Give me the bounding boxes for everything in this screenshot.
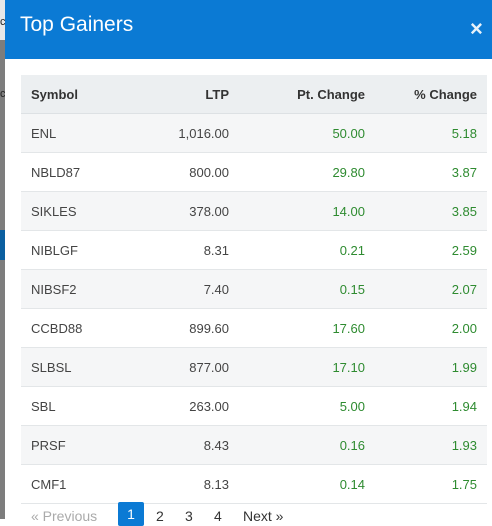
cell-pt-change: 0.15 <box>229 269 365 309</box>
cell-symbol: NIBLGF <box>21 230 135 270</box>
cell-pt-change: 29.80 <box>229 152 365 192</box>
cell-symbol: SLBSL <box>21 347 135 387</box>
table-row[interactable]: CMF1 8.13 0.14 1.75 <box>21 464 487 504</box>
background-text-fragment: c <box>0 88 5 100</box>
cell-pt-change: 17.60 <box>229 308 365 348</box>
background-text-fragment: c <box>0 16 5 28</box>
pagination-page-3[interactable]: 3 <box>185 508 193 524</box>
background-page-edge: c c <box>0 0 5 519</box>
background-panel-mid <box>0 40 5 230</box>
cell-pt-change: 50.00 <box>229 113 365 153</box>
table-row[interactable]: SBL 263.00 5.00 1.94 <box>21 386 487 426</box>
cell-symbol: SIKLES <box>21 191 135 231</box>
cell-ltp: 877.00 <box>135 347 229 387</box>
table-row[interactable]: CCBD88 899.60 17.60 2.00 <box>21 308 487 348</box>
pagination: « Previous 1 2 3 4 Next » <box>21 502 487 526</box>
table-row[interactable]: SLBSL 877.00 17.10 1.99 <box>21 347 487 387</box>
table-row[interactable]: NIBLGF 8.31 0.21 2.59 <box>21 230 487 270</box>
background-panel-top <box>0 0 5 40</box>
cell-pct-change: 2.07 <box>365 269 487 309</box>
pagination-page-2[interactable]: 2 <box>156 508 164 524</box>
close-icon[interactable]: × <box>470 16 483 41</box>
background-panel-low <box>0 260 5 519</box>
cell-ltp: 800.00 <box>135 152 229 192</box>
table-row[interactable]: ENL 1,016.00 50.00 5.18 <box>21 113 487 153</box>
cell-pct-change: 3.87 <box>365 152 487 192</box>
cell-pct-change: 1.94 <box>365 386 487 426</box>
cell-ltp: 8.31 <box>135 230 229 270</box>
cell-pct-change: 1.93 <box>365 425 487 465</box>
column-header-ltp[interactable]: LTP <box>135 75 229 114</box>
cell-symbol: CCBD88 <box>21 308 135 348</box>
top-gainers-modal: Top Gainers × Symbol LTP Pt. Change % Ch… <box>5 0 492 526</box>
cell-ltp: 8.43 <box>135 425 229 465</box>
cell-pct-change: 2.59 <box>365 230 487 270</box>
cell-symbol: NIBSF2 <box>21 269 135 309</box>
column-header-pct-change[interactable]: % Change <box>365 75 487 114</box>
table-row[interactable]: NBLD87 800.00 29.80 3.87 <box>21 152 487 192</box>
cell-pt-change: 0.14 <box>229 464 365 504</box>
gainers-table: Symbol LTP Pt. Change % Change ENL 1,016.… <box>21 75 487 504</box>
pagination-previous[interactable]: « Previous <box>31 508 98 524</box>
table-row[interactable]: SIKLES 378.00 14.00 3.85 <box>21 191 487 231</box>
modal-header: Top Gainers × <box>5 0 492 59</box>
cell-pt-change: 14.00 <box>229 191 365 231</box>
cell-pt-change: 5.00 <box>229 386 365 426</box>
cell-pct-change: 1.99 <box>365 347 487 387</box>
cell-pct-change: 5.18 <box>365 113 487 153</box>
cell-ltp: 263.00 <box>135 386 229 426</box>
column-header-symbol[interactable]: Symbol <box>21 75 135 114</box>
pagination-next[interactable]: Next » <box>243 508 284 524</box>
table-header-row: Symbol LTP Pt. Change % Change <box>21 75 487 114</box>
pagination-page-1[interactable]: 1 <box>118 502 144 526</box>
table-row[interactable]: PRSF 8.43 0.16 1.93 <box>21 425 487 465</box>
modal-title: Top Gainers <box>20 13 134 36</box>
cell-pct-change: 2.00 <box>365 308 487 348</box>
cell-ltp: 899.60 <box>135 308 229 348</box>
table-row[interactable]: NIBSF2 7.40 0.15 2.07 <box>21 269 487 309</box>
cell-ltp: 8.13 <box>135 464 229 504</box>
table-body: ENL 1,016.00 50.00 5.18 NBLD87 800.00 29.80 3.8… <box>21 113 487 504</box>
cell-ltp: 378.00 <box>135 191 229 231</box>
cell-symbol: SBL <box>21 386 135 426</box>
cell-pt-change: 17.10 <box>229 347 365 387</box>
cell-pt-change: 0.16 <box>229 425 365 465</box>
column-header-pt-change[interactable]: Pt. Change <box>229 75 365 114</box>
cell-ltp: 1,016.00 <box>135 113 229 153</box>
cell-pct-change: 3.85 <box>365 191 487 231</box>
cell-symbol: CMF1 <box>21 464 135 504</box>
cell-pt-change: 0.21 <box>229 230 365 270</box>
cell-ltp: 7.40 <box>135 269 229 309</box>
cell-symbol: PRSF <box>21 425 135 465</box>
cell-symbol: NBLD87 <box>21 152 135 192</box>
cell-symbol: ENL <box>21 113 135 153</box>
background-panel-blue <box>0 230 5 260</box>
pagination-page-4[interactable]: 4 <box>214 508 222 524</box>
cell-pct-change: 1.75 <box>365 464 487 504</box>
